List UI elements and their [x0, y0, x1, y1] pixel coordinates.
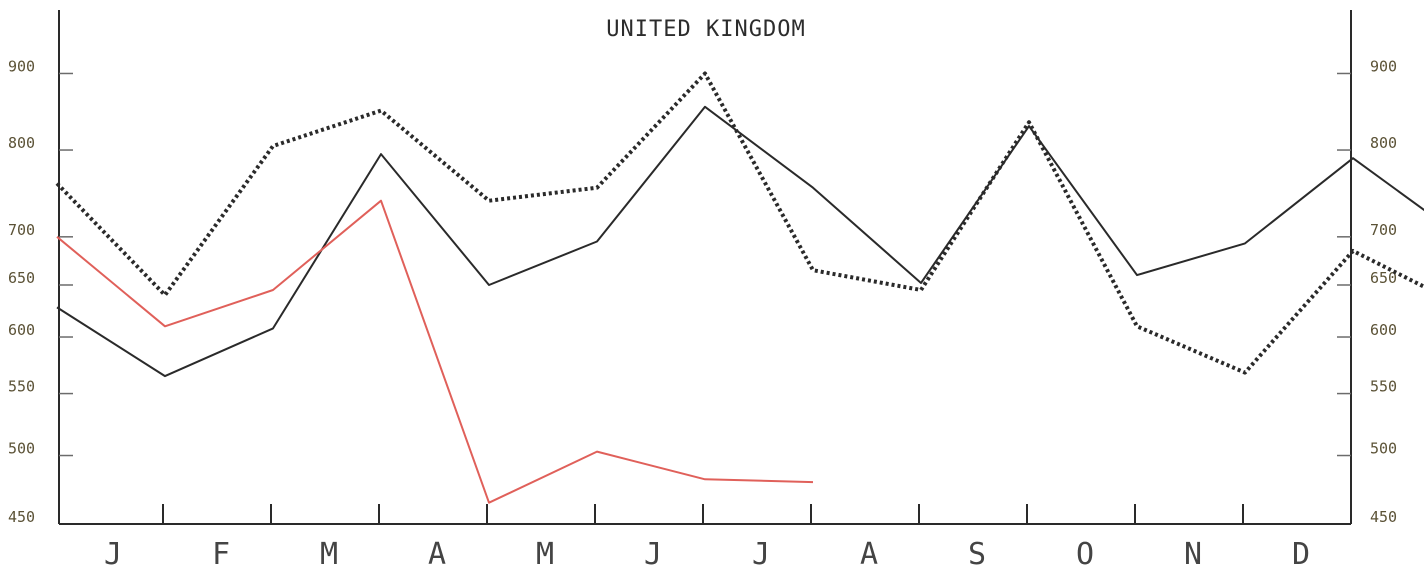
y-tick-label-left: 450 [8, 508, 35, 526]
chart-title: UNITED KINGDOM [606, 17, 805, 42]
y-tick-label-right: 450 [1370, 508, 1397, 526]
y-tick-label-left: 650 [8, 269, 35, 287]
y-tick-label-right: 600 [1370, 321, 1397, 339]
y-tick-label-right: 500 [1370, 440, 1397, 458]
y-tick-label-left: 700 [8, 221, 35, 239]
x-tick-label-m: M [536, 537, 554, 569]
x-tick-label-a: A [860, 537, 878, 569]
x-tick-label-a: A [428, 537, 446, 569]
x-tick-label-o: O [1076, 537, 1094, 569]
x-tick-label-j: J [644, 537, 662, 569]
y-tick-label-left: 500 [8, 440, 35, 458]
x-tick-label-j: J [752, 537, 770, 569]
y-tick-label-right: 900 [1370, 57, 1397, 75]
x-tick-label-d: D [1292, 537, 1310, 569]
series-layer [55, 71, 1424, 504]
series-line-2 [55, 71, 1424, 375]
x-tick-label-f: F [212, 537, 230, 569]
y-tick-label-right: 700 [1370, 221, 1397, 239]
y-tick-label-left: 600 [8, 321, 35, 339]
y-tick-label-right: 550 [1370, 378, 1397, 396]
series-line-1 [56, 105, 1424, 378]
y-tick-label-left: 800 [8, 134, 35, 152]
series-line-3 [56, 199, 814, 504]
x-tick-label-j: J [104, 537, 122, 569]
x-tick-label-n: N [1184, 537, 1202, 569]
y-tick-label-right: 650 [1370, 269, 1397, 287]
y-tick-label-left: 900 [8, 57, 35, 75]
y-tick-label-right: 800 [1370, 134, 1397, 152]
y-tick-label-left: 550 [8, 378, 35, 396]
x-tick-label-s: S [968, 537, 986, 569]
x-tick-label-m: M [320, 537, 338, 569]
axes: 450 450 500 500 550 550 600 600 650 650 700 700 800 8… [8, 10, 1397, 572]
